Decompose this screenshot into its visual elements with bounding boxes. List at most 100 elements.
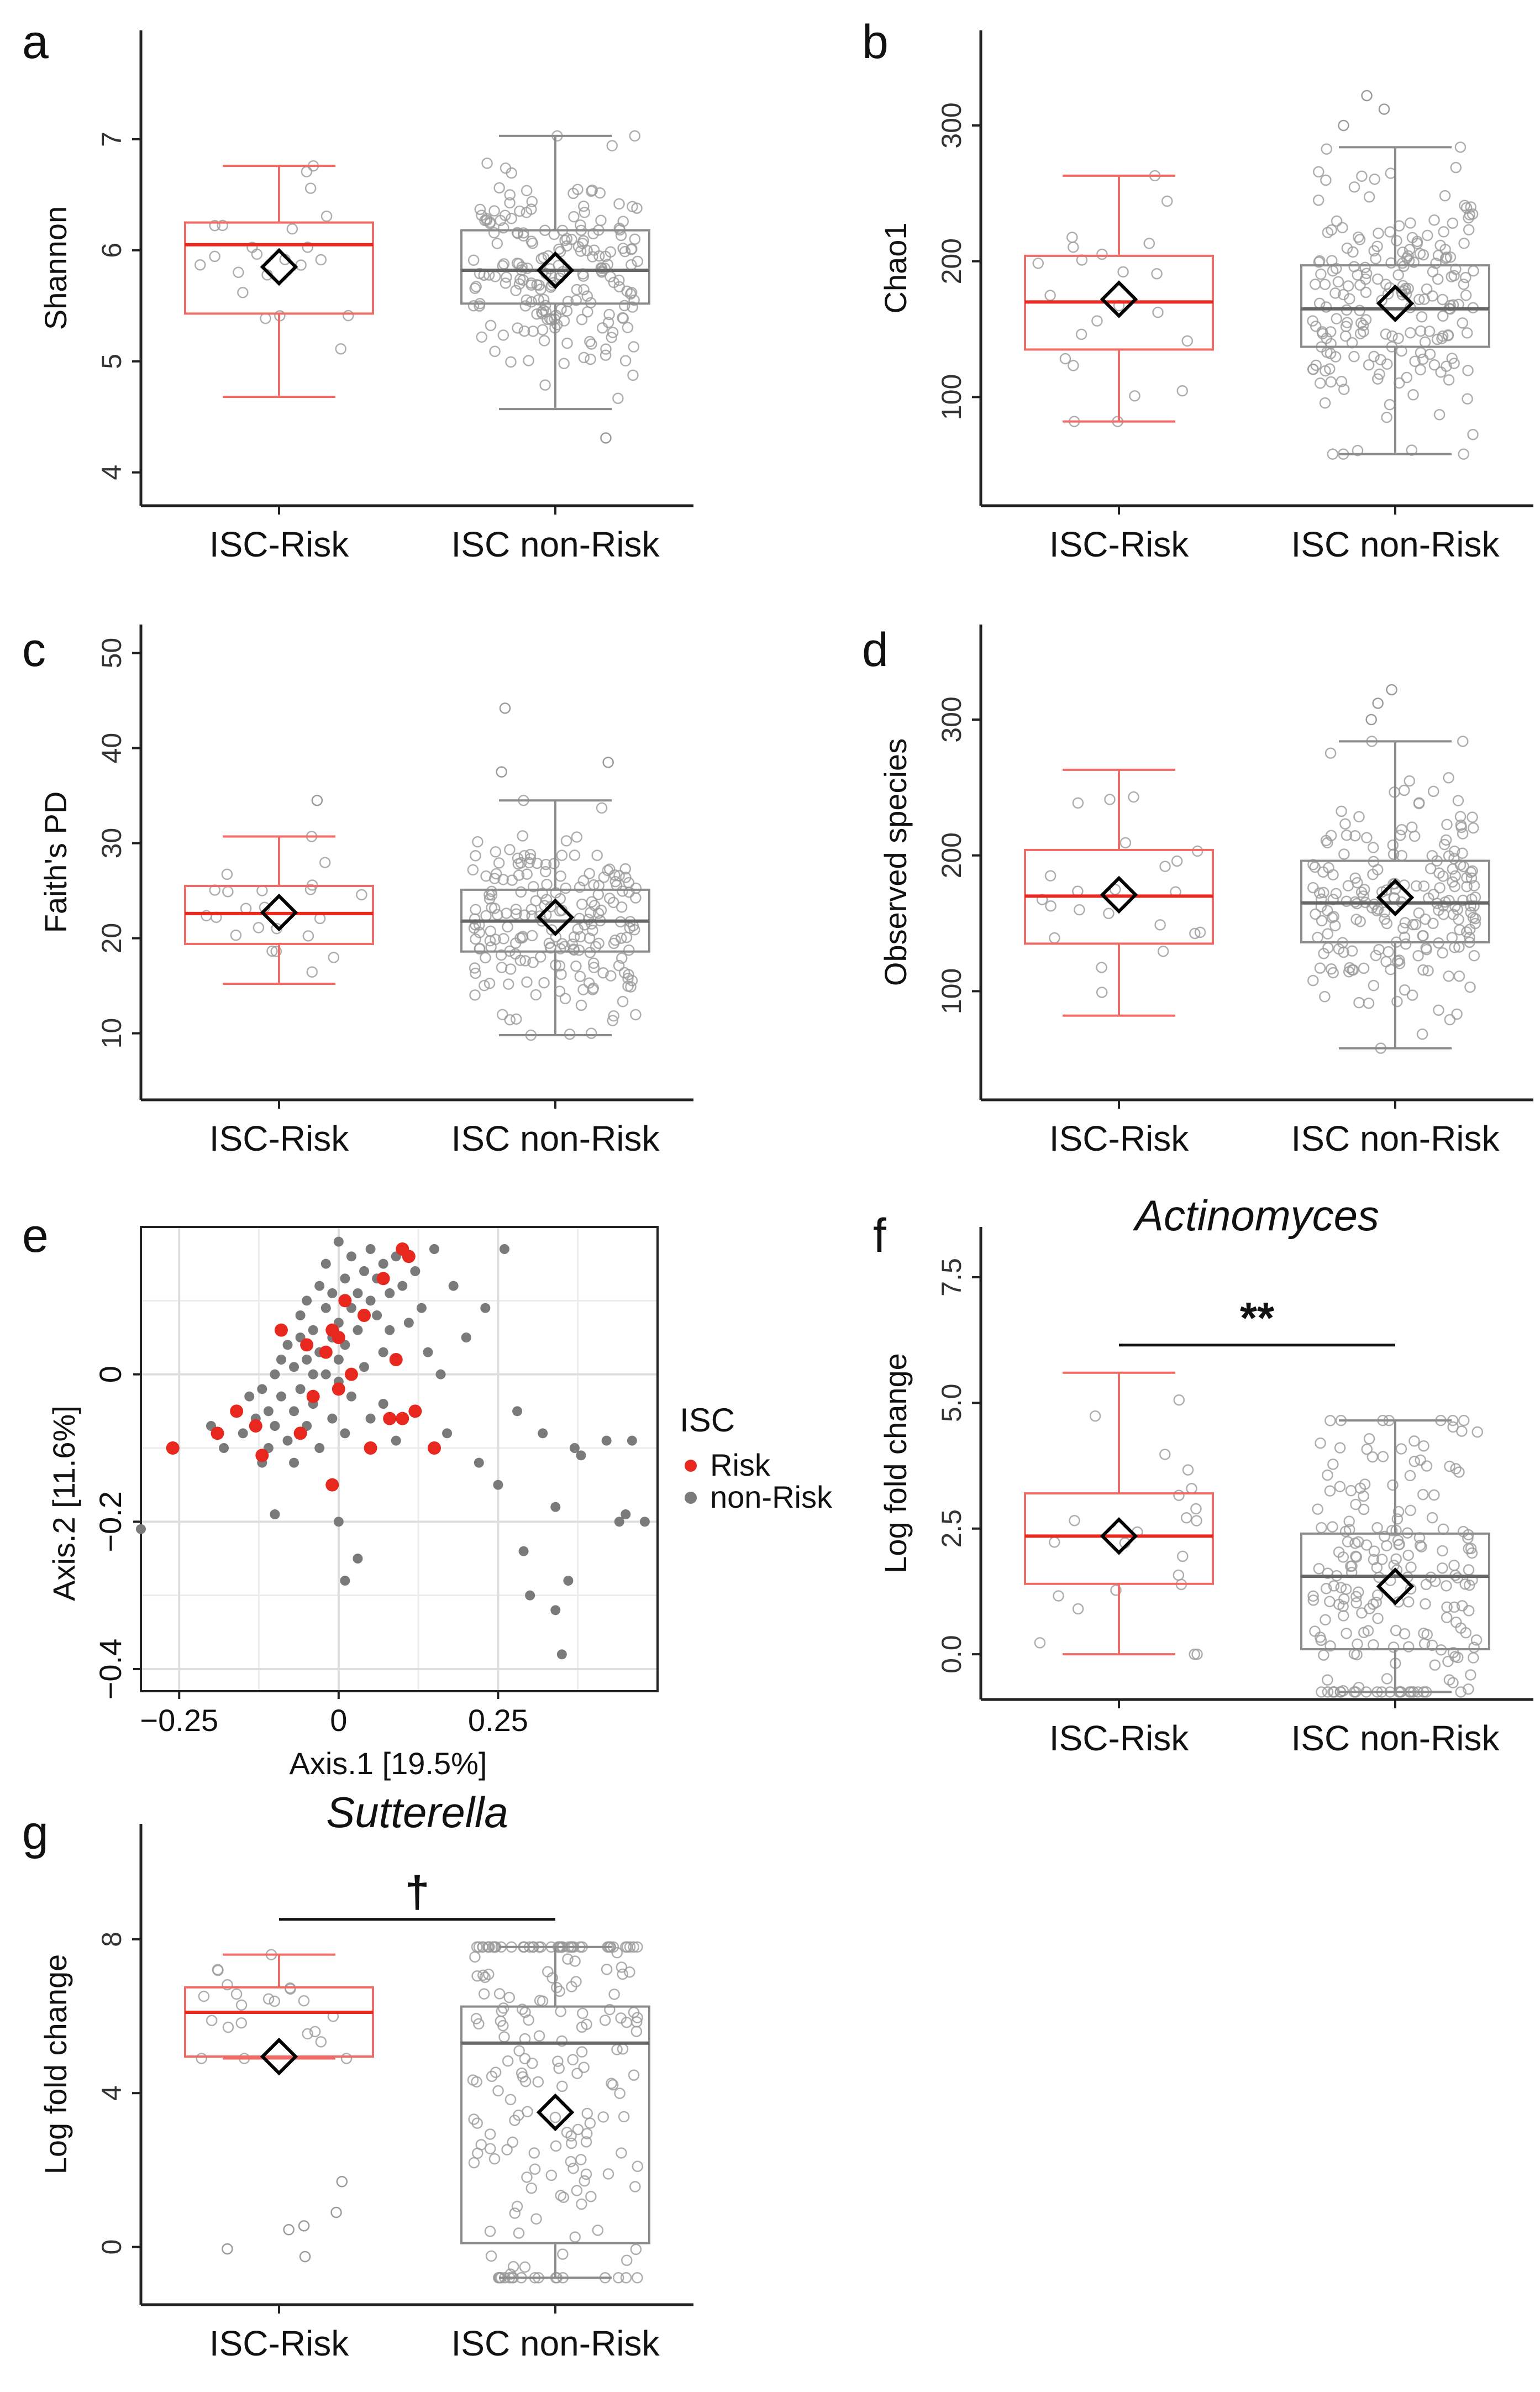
data-point [1457, 317, 1468, 329]
outlier-point [1386, 684, 1397, 696]
data-point [1467, 208, 1479, 220]
data-point [1464, 924, 1476, 935]
data-point [507, 2260, 519, 2273]
data-point [517, 2071, 529, 2082]
data-point [1363, 997, 1375, 1009]
data-point [530, 989, 542, 1001]
data-point [474, 927, 485, 938]
data-point [1307, 364, 1319, 375]
data-point [604, 2003, 616, 2016]
data-point [1324, 1640, 1336, 1652]
data-point [1068, 242, 1079, 253]
data-point [559, 993, 571, 1004]
data-point [596, 322, 608, 334]
data-point [1190, 1503, 1202, 1515]
data-point [570, 960, 582, 972]
data-point [1439, 244, 1451, 255]
significance-marker: † [405, 1868, 430, 1917]
data-point [1441, 251, 1453, 263]
data-point [626, 244, 637, 255]
data-point [587, 925, 598, 936]
data-point [617, 312, 629, 324]
scatter-point [308, 1369, 318, 1379]
data-point [1339, 818, 1351, 830]
data-point [1429, 1659, 1441, 1671]
data-point [568, 944, 580, 956]
significance-marker: ** [1240, 1293, 1275, 1342]
data-point [1405, 217, 1416, 229]
data-point [1402, 1641, 1415, 1653]
data-point [519, 300, 532, 312]
scatter-point [333, 1517, 344, 1527]
y-axis-label: Axis.2 [11.6%] [46, 1405, 81, 1601]
scatter-point [263, 1406, 274, 1417]
data-point [1331, 215, 1343, 227]
data-point [621, 931, 633, 943]
data-point [1334, 1442, 1346, 1454]
data-point [469, 1951, 481, 1963]
data-point [612, 392, 624, 405]
data-point [629, 2181, 641, 2192]
mean-diamond [260, 2037, 298, 2076]
data-point [607, 2079, 619, 2091]
data-point [1447, 909, 1459, 920]
data-point [538, 335, 550, 347]
y-tick-label: 300 [936, 696, 967, 742]
data-point [1465, 900, 1476, 912]
scatter-point [563, 1576, 574, 1586]
data-point [1328, 1580, 1340, 1592]
data-point [1319, 991, 1331, 1003]
data-point [1360, 286, 1372, 298]
data-point [1309, 861, 1321, 873]
outlier-point [1372, 697, 1384, 709]
data-point [598, 871, 610, 883]
data-point [1405, 1561, 1417, 1573]
data-point [1389, 883, 1401, 895]
data-point [512, 322, 523, 334]
data-point [1354, 305, 1365, 317]
data-point [1341, 1628, 1352, 1639]
data-point [599, 2015, 611, 2026]
data-point [1459, 200, 1470, 211]
scatter-point [219, 1443, 229, 1453]
data-point [619, 863, 632, 875]
y-tick-label: 0.0 [936, 1635, 967, 1674]
scatter-point [270, 1509, 280, 1519]
data-point [1191, 845, 1203, 857]
data-point [1357, 319, 1369, 331]
data-point [630, 2243, 642, 2255]
data-point [490, 846, 502, 858]
data-point [1333, 1546, 1345, 1558]
data-point [1360, 314, 1372, 326]
data-point [1346, 945, 1358, 957]
panel-d: 100 200 300 Observed species ISC-Risk ISC non… [878, 625, 1533, 1158]
data-point [1327, 1521, 1338, 1533]
panel-b: 100 200 300 Chao1 ISC-Risk ISC non-Risk [878, 30, 1533, 564]
data-point [1448, 845, 1460, 857]
data-point [561, 305, 573, 317]
data-point [521, 868, 533, 880]
data-point [1363, 191, 1375, 203]
legend-marker-nonrisk [685, 1492, 697, 1504]
data-point [1392, 332, 1404, 344]
data-point [1416, 1028, 1428, 1040]
data-point [1159, 1449, 1171, 1460]
data-point [1376, 1554, 1388, 1565]
data-point [1458, 279, 1470, 290]
data-point [1191, 1648, 1203, 1660]
data-point [1460, 271, 1471, 284]
data-point [1463, 1579, 1475, 1591]
data-point [1189, 927, 1201, 940]
data-point [571, 284, 583, 296]
data-point [480, 870, 492, 882]
data-point [1368, 245, 1380, 257]
scatter-point [364, 1441, 377, 1455]
data-point [1327, 1459, 1339, 1470]
data-point [1316, 915, 1328, 927]
data-point [485, 319, 497, 332]
data-point [1151, 267, 1163, 280]
scatter-point [376, 1272, 390, 1286]
x-tick-label: ISC-Risk [1049, 1718, 1189, 1758]
data-point [612, 2272, 624, 2284]
